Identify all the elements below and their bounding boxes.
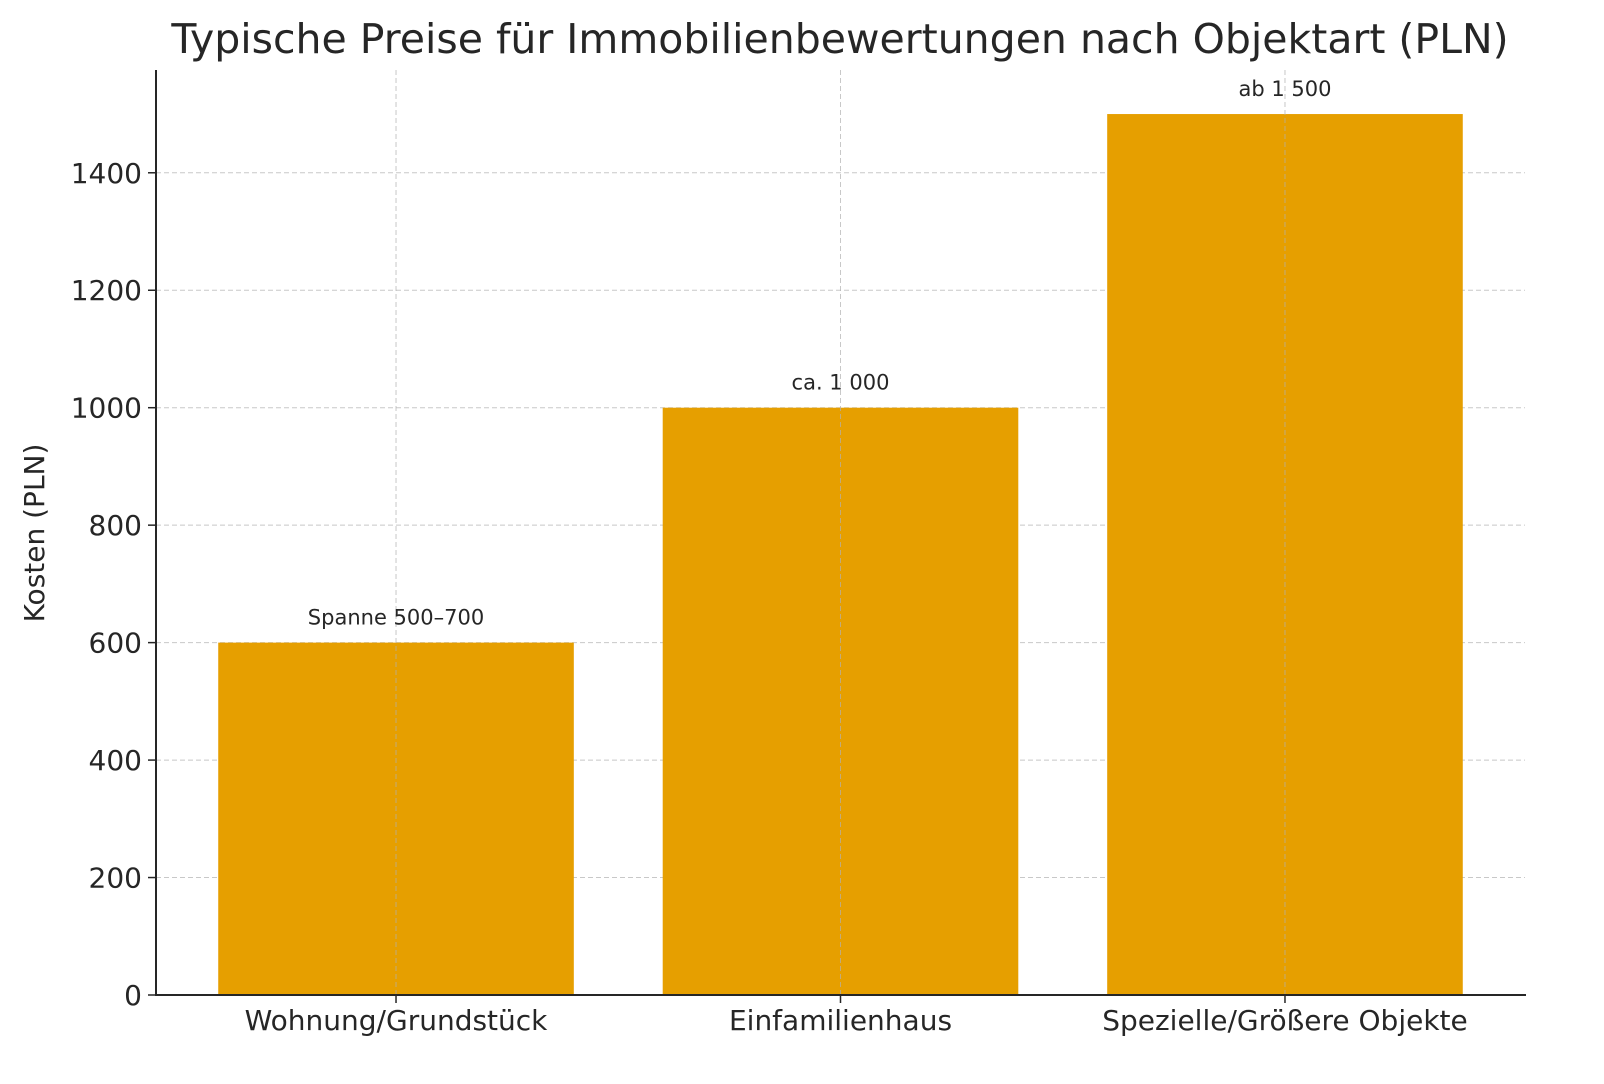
y-tick-label: 0: [124, 979, 142, 1012]
y-tick-label: 1400: [71, 157, 142, 190]
y-tick-label: 1200: [71, 274, 142, 307]
y-axis-label: Kosten (PLN): [18, 444, 51, 623]
y-tick-label: 200: [89, 862, 142, 895]
y-tick-label: 600: [89, 627, 142, 660]
y-ticks: 0 200 400 600 800 1000 1200 1400: [71, 157, 156, 1012]
y-tick-label: 1000: [71, 392, 142, 425]
data-labels: Spanne 500–700 ca. 1 000 ab 1 500: [308, 77, 1332, 630]
y-tick-label: 400: [89, 744, 142, 777]
x-tick-label: Wohnung/Grundstück: [245, 1004, 549, 1037]
chart-title: Typische Preise für Immobilienbewertunge…: [170, 15, 1508, 63]
x-tick-label: Spezielle/Größere Objekte: [1102, 1004, 1468, 1037]
x-tick-label: Einfamilienhaus: [729, 1004, 952, 1037]
x-ticks: Wohnung/Grundstück Einfamilienhaus Speziel…: [245, 995, 1468, 1037]
data-label: Spanne 500–700: [308, 606, 484, 630]
data-label: ca. 1 000: [792, 371, 890, 395]
data-label: ab 1 500: [1238, 77, 1331, 101]
vertical-grid: [395, 70, 1286, 995]
y-tick-label: 800: [89, 509, 142, 542]
